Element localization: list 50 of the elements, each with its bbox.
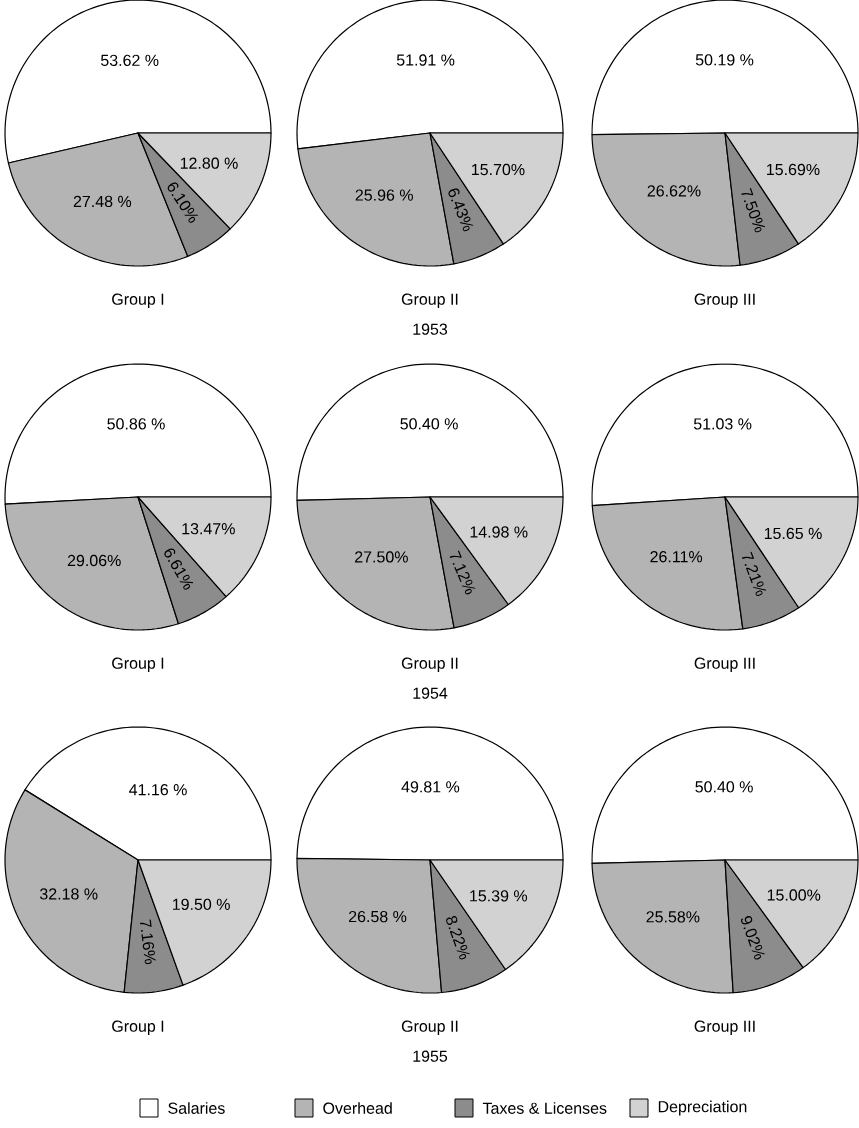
data-label: 25.96 % [355, 189, 413, 201]
legend-label: Overhead [323, 1102, 392, 1114]
data-label: 7.21% [741, 551, 767, 597]
text: Group II [401, 657, 458, 673]
data-label: 50.86 % [107, 418, 165, 430]
legend-label: Depreciation [658, 1100, 747, 1116]
data-label: 51.91 % [396, 54, 455, 66]
text: Group I [112, 1020, 164, 1036]
text: 1953 [413, 323, 448, 335]
data-label: 50.40 % [400, 418, 458, 430]
data-label: 15.70% [472, 163, 525, 176]
legend-label: Salaries [168, 1102, 225, 1114]
data-label: 53.62 % [100, 54, 159, 67]
data-label: 15.39 % [470, 890, 528, 902]
text: Group III [694, 657, 755, 673]
data-label: 26.58 % [348, 910, 407, 923]
text: 1955 [413, 1050, 448, 1062]
data-label: 7.16% [140, 919, 156, 965]
data-label: 7.50% [741, 188, 766, 233]
data-label: 12.80 % [180, 157, 238, 169]
data-label: 25.58% [646, 911, 700, 923]
data-label: 41.16 % [129, 784, 187, 796]
text: 1954 [413, 687, 448, 699]
data-label: 6.43% [448, 188, 474, 232]
data-label: 50.40 % [695, 781, 753, 793]
data-label: 27.48 % [73, 195, 132, 208]
text: Group III [694, 1020, 755, 1036]
data-label: 9.02% [741, 916, 765, 960]
text: Group II [401, 1020, 458, 1036]
legend-label: Taxes & Licenses [482, 1102, 607, 1114]
data-label: 15.69% [767, 163, 820, 176]
text: Group I [112, 657, 164, 673]
data-label: 14.98 % [470, 526, 528, 538]
data-label: 19.50 % [172, 898, 230, 911]
data-label: 51.03 % [693, 418, 752, 430]
data-label: 7.12% [449, 550, 476, 595]
data-label: 29.06% [67, 554, 121, 567]
data-label: 49.81 % [401, 781, 460, 793]
text: Group II [401, 293, 458, 309]
data-label: 50.19 % [695, 54, 754, 66]
data-label: 32.18 % [39, 888, 98, 900]
data-label: 13.47% [182, 523, 235, 535]
data-label: 26.62% [647, 185, 701, 197]
data-label: 26.11% [650, 551, 703, 563]
text: Group III [694, 293, 755, 309]
data-label: 27.50% [355, 551, 408, 563]
data-label: 8.22% [446, 916, 470, 960]
data-label: 15.65 % [764, 527, 822, 540]
data-label: 15.00% [767, 889, 821, 901]
text: Group I [112, 293, 164, 309]
